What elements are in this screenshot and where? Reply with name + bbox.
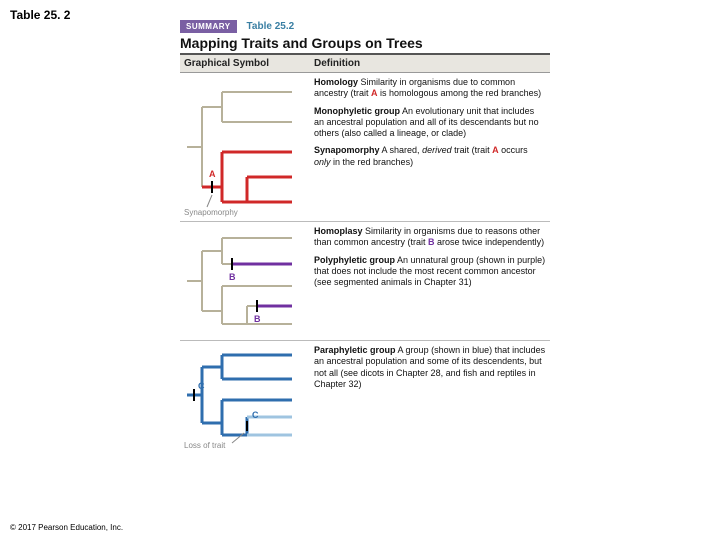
summary-bar: SUMMARY Table 25.2 bbox=[180, 20, 550, 33]
row-polyphyletic: B B Homoplasy Similarity in organisms du… bbox=[180, 222, 550, 341]
tree-monophyletic: A Synapomorphy bbox=[180, 73, 310, 221]
trait-c-label-1: C bbox=[198, 381, 205, 391]
loss-of-trait-caption: Loss of trait bbox=[184, 441, 226, 450]
defs-row2: Homoplasy Similarity in organisms due to… bbox=[310, 222, 550, 340]
trait-b-label-1: B bbox=[229, 272, 236, 282]
def-monophyletic: Monophyletic group An evolutionary unit … bbox=[314, 106, 546, 140]
defs-row3: Paraphyletic group A group (shown in blu… bbox=[310, 341, 550, 454]
row-paraphyletic: C C Loss of trait Paraphyletic group A g… bbox=[180, 341, 550, 454]
summary-badge: SUMMARY bbox=[180, 20, 237, 33]
trait-b-label-2: B bbox=[254, 314, 261, 324]
trait-a-label: A bbox=[209, 169, 216, 179]
columns-header: Graphical Symbol Definition bbox=[180, 55, 550, 73]
tree-polyphyletic: B B bbox=[180, 222, 310, 340]
tree2-svg: B B bbox=[182, 226, 307, 336]
copyright: © 2017 Pearson Education, Inc. bbox=[10, 523, 123, 532]
tree-paraphyletic: C C Loss of trait bbox=[180, 341, 310, 454]
trait-c-label-2: C bbox=[252, 410, 259, 420]
synapomorphy-caption: Synapomorphy bbox=[184, 208, 238, 217]
tree3-svg: C C Loss of trait bbox=[182, 345, 307, 450]
row-monophyletic: A Synapomorphy Homology Similarity in or… bbox=[180, 73, 550, 222]
def-synapomorphy: Synapomorphy A shared, derived trait (tr… bbox=[314, 145, 546, 168]
main-title: Mapping Traits and Groups on Trees bbox=[180, 35, 550, 55]
col-header-left: Graphical Symbol bbox=[180, 55, 310, 72]
def-homology: Homology Similarity in organisms due to … bbox=[314, 77, 546, 100]
col-header-right: Definition bbox=[310, 55, 550, 72]
def-homoplasy: Homoplasy Similarity in organisms due to… bbox=[314, 226, 546, 249]
def-polyphyletic: Polyphyletic group An unnatural group (s… bbox=[314, 255, 546, 289]
def-paraphyletic: Paraphyletic group A group (shown in blu… bbox=[314, 345, 546, 390]
slide-title: Table 25. 2 bbox=[10, 8, 70, 22]
tree1-svg: A Synapomorphy bbox=[182, 77, 307, 217]
defs-row1: Homology Similarity in organisms due to … bbox=[310, 73, 550, 221]
table-label: Table 25.2 bbox=[247, 21, 295, 32]
figure-table: SUMMARY Table 25.2 Mapping Traits and Gr… bbox=[180, 20, 550, 454]
